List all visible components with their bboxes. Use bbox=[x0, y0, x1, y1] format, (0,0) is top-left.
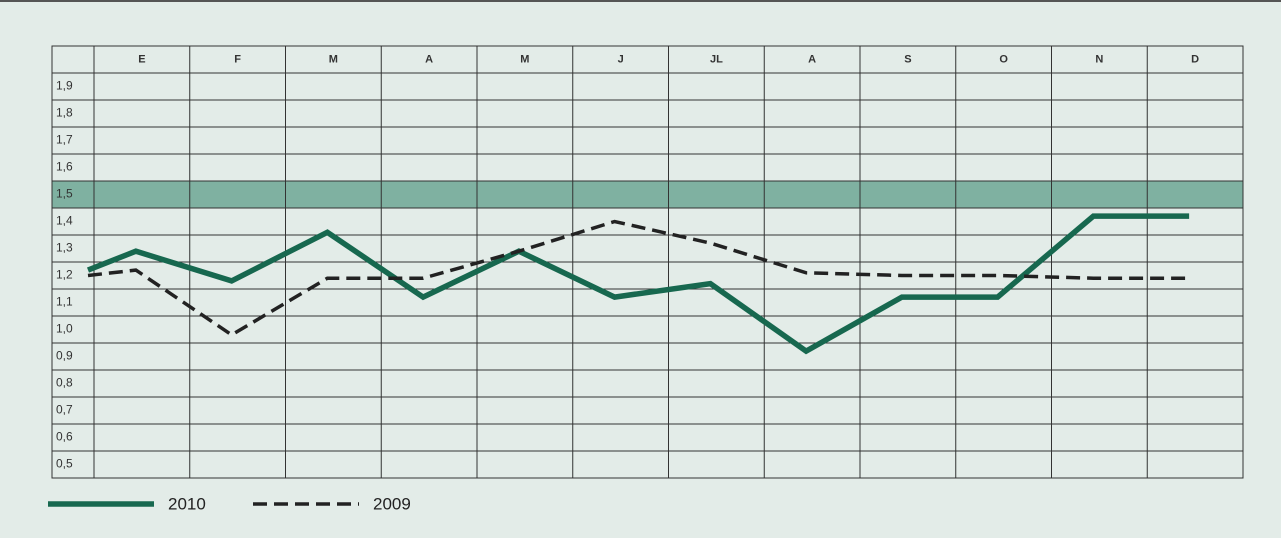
y-tick-label: 1,1 bbox=[56, 295, 73, 309]
x-tick-label: J bbox=[618, 53, 624, 65]
x-tick-label: E bbox=[138, 53, 145, 65]
y-tick-label: 0,5 bbox=[56, 457, 73, 471]
series-line bbox=[86, 213, 1190, 355]
x-tick-label: JL bbox=[710, 53, 723, 65]
y-tick-label: 0,9 bbox=[56, 349, 73, 363]
x-tick-label: O bbox=[999, 53, 1008, 65]
y-tick-label: 1,4 bbox=[56, 214, 73, 228]
legend-label: 2010 bbox=[168, 494, 206, 513]
y-tick-label: 1,6 bbox=[56, 160, 73, 174]
y-tick-label: 1,2 bbox=[56, 268, 73, 282]
highlight-band bbox=[51, 180, 1244, 209]
top-rule bbox=[0, 0, 1281, 2]
y-tick-label: 0,8 bbox=[56, 376, 73, 390]
x-tick-label: A bbox=[808, 53, 816, 65]
x-tick-label: F bbox=[234, 53, 241, 65]
y-tick-label: 0,6 bbox=[56, 430, 73, 444]
y-tick-label: 1,9 bbox=[56, 79, 73, 93]
x-tick-label: M bbox=[329, 53, 338, 65]
legend-label: 2009 bbox=[373, 494, 411, 513]
y-tick-label: 1,8 bbox=[56, 106, 73, 120]
y-tick-label: 1,5 bbox=[56, 187, 73, 201]
x-tick-label: N bbox=[1095, 53, 1103, 65]
series-line bbox=[87, 219, 1190, 337]
y-tick-label: 0,7 bbox=[56, 403, 73, 417]
y-tick-label: 1,0 bbox=[56, 322, 73, 336]
y-tick-label: 1,3 bbox=[56, 241, 73, 255]
x-tick-label: A bbox=[425, 53, 433, 65]
x-tick-label: S bbox=[904, 53, 911, 65]
x-tick-label: M bbox=[520, 53, 529, 65]
y-tick-label: 1,7 bbox=[56, 133, 73, 147]
x-tick-label: D bbox=[1191, 53, 1199, 65]
